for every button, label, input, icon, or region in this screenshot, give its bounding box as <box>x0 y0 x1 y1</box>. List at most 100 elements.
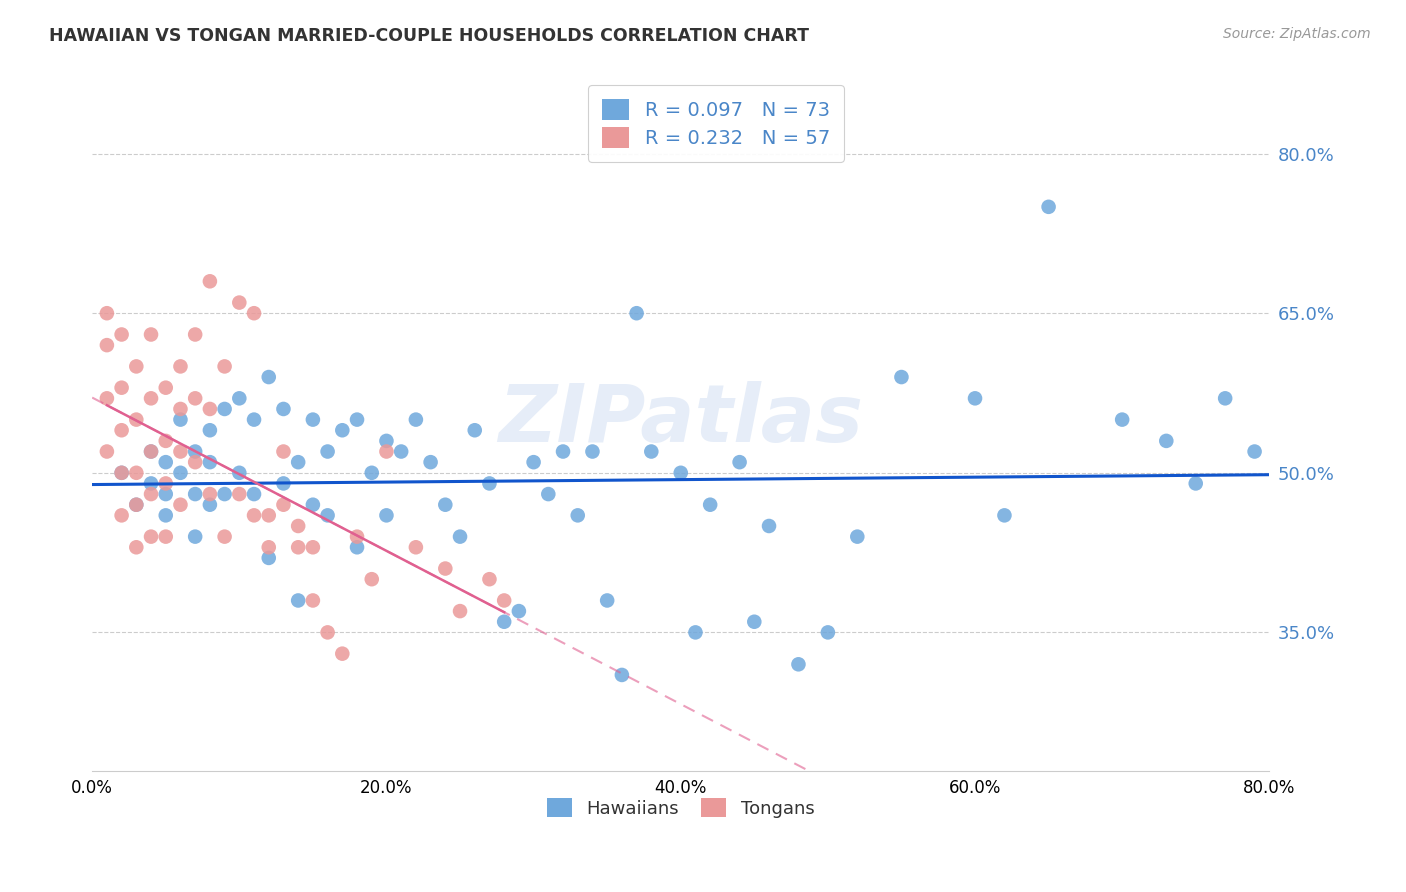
Point <box>494 615 516 629</box>
Point <box>169 498 191 512</box>
Point <box>243 412 266 426</box>
Point <box>243 487 266 501</box>
Point <box>125 498 148 512</box>
Point <box>139 476 162 491</box>
Point <box>330 647 353 661</box>
Point <box>155 508 177 523</box>
Point <box>1038 200 1060 214</box>
Point <box>125 412 148 426</box>
Point <box>96 392 118 406</box>
Point <box>669 466 692 480</box>
Point <box>375 508 398 523</box>
Point <box>890 370 912 384</box>
Point <box>184 487 207 501</box>
Point <box>478 572 501 586</box>
Point <box>1156 434 1178 448</box>
Point <box>330 423 353 437</box>
Point <box>1111 412 1133 426</box>
Point <box>169 412 191 426</box>
Point <box>699 498 721 512</box>
Point <box>214 530 236 544</box>
Point <box>198 498 221 512</box>
Point <box>155 487 177 501</box>
Point <box>360 572 382 586</box>
Text: HAWAIIAN VS TONGAN MARRIED-COUPLE HOUSEHOLDS CORRELATION CHART: HAWAIIAN VS TONGAN MARRIED-COUPLE HOUSEH… <box>49 27 810 45</box>
Point <box>110 381 132 395</box>
Point <box>110 508 132 523</box>
Point <box>640 444 662 458</box>
Point <box>537 487 560 501</box>
Point <box>184 392 207 406</box>
Point <box>273 498 295 512</box>
Point <box>1184 476 1206 491</box>
Point <box>257 508 280 523</box>
Point <box>758 519 780 533</box>
Point <box>287 593 309 607</box>
Point <box>96 444 118 458</box>
Point <box>155 381 177 395</box>
Point <box>169 444 191 458</box>
Point <box>184 530 207 544</box>
Point <box>139 444 162 458</box>
Point <box>434 498 457 512</box>
Point <box>302 498 325 512</box>
Point <box>742 615 765 629</box>
Point <box>169 466 191 480</box>
Point <box>389 444 412 458</box>
Point <box>449 530 471 544</box>
Point <box>302 593 325 607</box>
Point <box>434 561 457 575</box>
Point <box>228 487 250 501</box>
Point <box>405 412 427 426</box>
Point <box>346 541 368 555</box>
Point <box>214 487 236 501</box>
Point <box>228 295 250 310</box>
Point <box>110 423 132 437</box>
Point <box>257 550 280 565</box>
Point <box>198 401 221 416</box>
Point <box>551 444 574 458</box>
Point <box>287 541 309 555</box>
Point <box>405 541 427 555</box>
Point <box>125 359 148 374</box>
Point <box>302 541 325 555</box>
Point <box>287 519 309 533</box>
Point <box>257 541 280 555</box>
Point <box>184 444 207 458</box>
Point <box>228 466 250 480</box>
Point <box>228 392 250 406</box>
Point <box>464 423 486 437</box>
Point <box>787 657 810 672</box>
Point <box>508 604 530 618</box>
Point <box>523 455 546 469</box>
Point <box>685 625 707 640</box>
Legend: Hawaiians, Tongans: Hawaiians, Tongans <box>540 790 821 825</box>
Point <box>198 487 221 501</box>
Point <box>1243 444 1265 458</box>
Text: Source: ZipAtlas.com: Source: ZipAtlas.com <box>1223 27 1371 41</box>
Point <box>846 530 869 544</box>
Point <box>419 455 441 469</box>
Point <box>316 625 339 640</box>
Point <box>346 412 368 426</box>
Point <box>214 359 236 374</box>
Point <box>184 455 207 469</box>
Point <box>360 466 382 480</box>
Point <box>96 306 118 320</box>
Point <box>96 338 118 352</box>
Point <box>155 455 177 469</box>
Point <box>155 434 177 448</box>
Point <box>155 530 177 544</box>
Point <box>610 668 633 682</box>
Point <box>302 412 325 426</box>
Point <box>169 359 191 374</box>
Point <box>494 593 516 607</box>
Point <box>243 508 266 523</box>
Point <box>287 455 309 469</box>
Point <box>169 401 191 416</box>
Point <box>139 530 162 544</box>
Point <box>375 444 398 458</box>
Point <box>993 508 1015 523</box>
Point <box>139 392 162 406</box>
Point <box>243 306 266 320</box>
